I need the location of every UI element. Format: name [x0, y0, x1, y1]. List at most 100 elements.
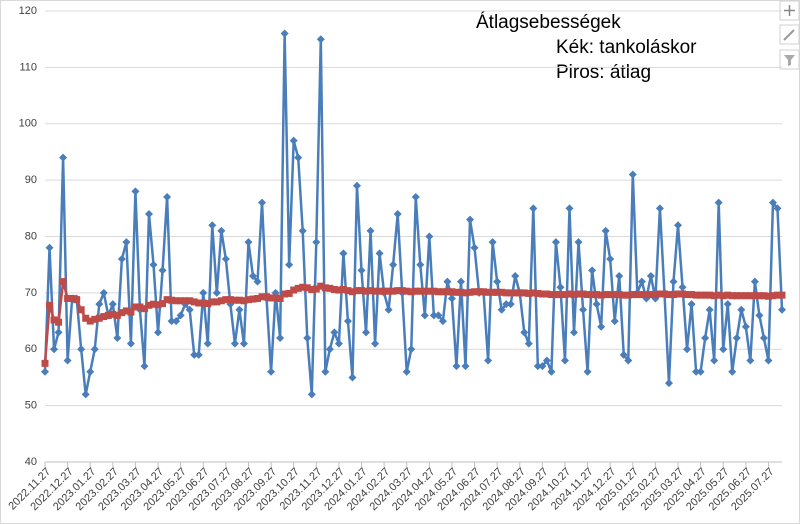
- marker: [443, 277, 452, 286]
- marker: [90, 345, 99, 354]
- marker: [59, 153, 68, 162]
- marker: [755, 292, 763, 300]
- marker: [525, 289, 533, 297]
- marker: [82, 314, 90, 322]
- marker: [493, 277, 502, 286]
- marker: [50, 345, 59, 354]
- marker: [104, 311, 112, 319]
- marker: [674, 221, 683, 230]
- marker: [737, 305, 746, 314]
- marker: [77, 345, 86, 354]
- marker: [575, 290, 583, 298]
- marker: [768, 198, 777, 207]
- marker: [560, 356, 569, 365]
- marker: [773, 204, 782, 213]
- marker: [199, 288, 208, 297]
- marker: [367, 287, 375, 295]
- y-tick-label: 40: [25, 456, 37, 468]
- marker: [425, 232, 434, 241]
- marker: [719, 292, 727, 300]
- marker: [480, 288, 488, 296]
- marker: [655, 204, 664, 213]
- marker: [194, 350, 203, 359]
- marker: [358, 287, 366, 295]
- marker: [217, 297, 225, 305]
- marker: [140, 305, 148, 313]
- marker: [248, 271, 257, 280]
- marker: [502, 300, 511, 309]
- marker: [434, 311, 443, 320]
- marker: [493, 288, 501, 296]
- marker: [330, 328, 339, 337]
- marker: [86, 317, 94, 325]
- marker: [457, 288, 465, 296]
- marker: [529, 204, 538, 213]
- marker: [669, 291, 677, 299]
- marker: [181, 297, 189, 305]
- y-tick-label: 60: [25, 343, 37, 355]
- marker: [46, 301, 54, 309]
- marker: [122, 307, 130, 315]
- marker: [448, 288, 456, 296]
- marker: [168, 296, 176, 304]
- marker: [751, 292, 759, 300]
- marker: [235, 305, 244, 314]
- marker: [664, 379, 673, 388]
- marker: [447, 294, 456, 303]
- marker: [316, 35, 325, 44]
- plus-icon: [784, 5, 795, 16]
- marker: [611, 291, 619, 299]
- marker: [312, 285, 320, 293]
- marker: [592, 300, 601, 309]
- marker: [163, 193, 172, 202]
- marker: [186, 297, 194, 305]
- marker: [452, 288, 460, 296]
- marker: [742, 292, 750, 300]
- marker: [312, 238, 321, 247]
- marker: [551, 238, 560, 247]
- marker: [760, 292, 768, 300]
- marker: [371, 287, 379, 295]
- marker: [394, 287, 402, 295]
- marker: [692, 367, 701, 376]
- marker: [669, 277, 678, 286]
- marker: [456, 277, 465, 286]
- marker: [701, 291, 709, 299]
- marker: [570, 291, 578, 299]
- marker: [294, 153, 303, 162]
- marker: [439, 288, 447, 296]
- series-line: [43, 32, 784, 396]
- marker: [149, 260, 158, 269]
- marker: [683, 345, 692, 354]
- marker: [113, 333, 122, 342]
- marker: [163, 296, 171, 304]
- marker: [529, 289, 537, 297]
- marker: [737, 292, 745, 300]
- y-tick-label: 90: [25, 174, 37, 186]
- marker: [195, 299, 203, 307]
- marker: [438, 317, 447, 326]
- marker: [308, 285, 316, 293]
- marker: [489, 288, 497, 296]
- marker: [706, 291, 714, 299]
- marker: [108, 300, 117, 309]
- marker: [687, 300, 696, 309]
- marker: [764, 356, 773, 365]
- marker: [741, 322, 750, 331]
- marker: [64, 295, 72, 303]
- marker: [334, 339, 343, 348]
- marker: [307, 390, 316, 399]
- marker: [398, 287, 406, 295]
- chart-buttons[interactable]: [779, 0, 800, 70]
- marker: [393, 209, 402, 218]
- y-tick-label: 110: [19, 61, 37, 73]
- marker: [127, 308, 135, 316]
- marker: [606, 255, 615, 264]
- marker: [371, 339, 380, 348]
- marker: [330, 285, 338, 293]
- marker: [59, 278, 67, 286]
- marker: [429, 311, 438, 320]
- marker: [516, 289, 524, 297]
- marker: [289, 136, 298, 145]
- marker: [421, 287, 429, 295]
